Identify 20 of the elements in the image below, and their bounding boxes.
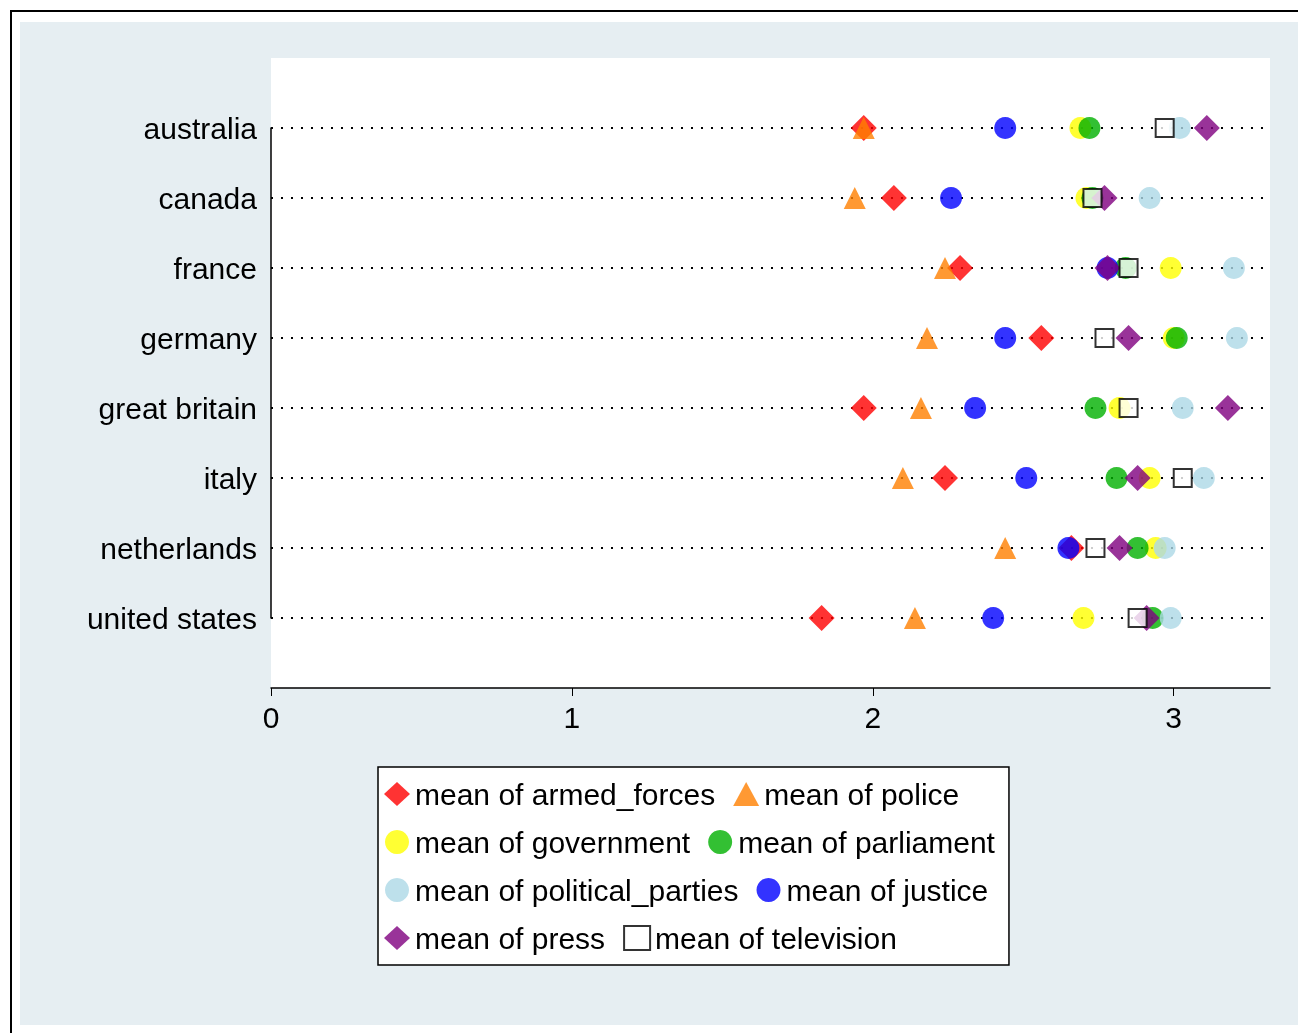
- y-tick-label: germany: [140, 321, 257, 355]
- y-tick-label: netherlands: [100, 531, 257, 565]
- y-tick-label: united states: [86, 601, 257, 635]
- y-tick-label: great britain: [98, 391, 257, 425]
- legend-label: mean of television: [655, 921, 897, 955]
- x-tick-label: 0: [262, 700, 280, 734]
- y-tick-label: italy: [203, 461, 257, 495]
- x-tick-label: 3: [1165, 700, 1183, 734]
- legend-label: mean of justice: [786, 873, 989, 907]
- y-tick-label: canada: [158, 181, 258, 215]
- legend-label: mean of political_parties: [415, 873, 739, 907]
- legend-label: mean of parliament: [738, 825, 996, 859]
- legend-label: mean of police: [764, 777, 960, 811]
- legend-label: mean of armed_forces: [415, 777, 716, 811]
- legend-label: mean of press: [415, 921, 606, 955]
- legend-label: mean of government: [415, 825, 691, 859]
- x-tick-label: 1: [563, 700, 581, 734]
- x-tick-label: 2: [864, 700, 882, 734]
- y-tick-label: australia: [143, 111, 258, 145]
- y-tick-label: france: [173, 251, 257, 285]
